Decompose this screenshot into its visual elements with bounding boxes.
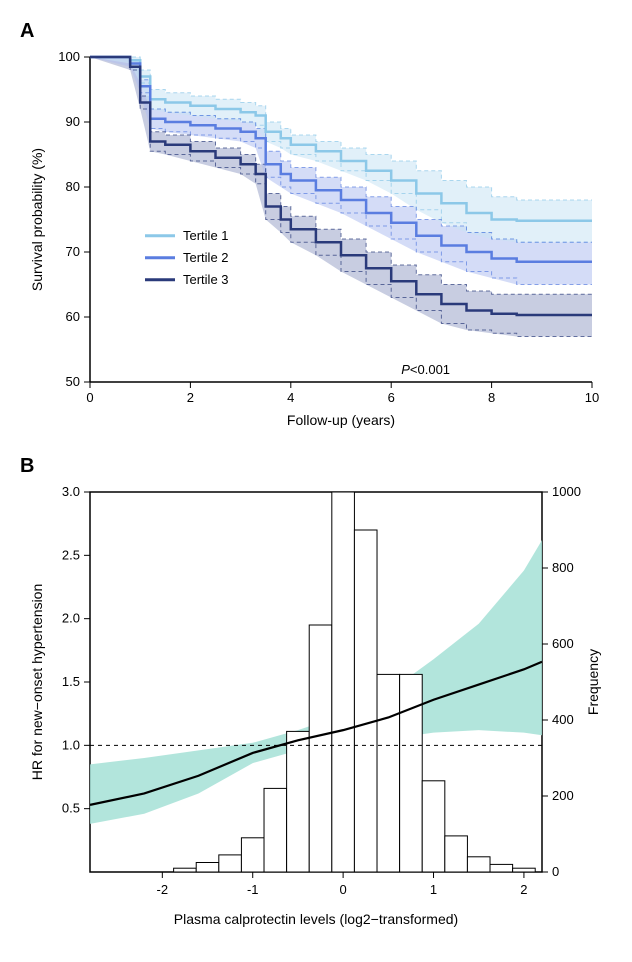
panel-a: A 0 2 4 6 8 10 50 60 70 80 90 100 Follow-up (years) S… [20,20,612,437]
svg-text:0: 0 [86,390,93,405]
svg-text:600: 600 [552,636,574,651]
svg-text:HR for new−onset hypertension: HR for new−onset hypertension [29,584,45,781]
svg-text:Tertile 1: Tertile 1 [183,228,229,243]
svg-text:2: 2 [187,390,194,405]
svg-text:2.0: 2.0 [62,611,80,626]
svg-text:80: 80 [66,179,80,194]
panel-a-label: A [20,20,612,43]
svg-text:90: 90 [66,114,80,129]
svg-text:0.5: 0.5 [62,801,80,816]
svg-text:0: 0 [340,882,347,897]
svg-text:200: 200 [552,788,574,803]
svg-text:60: 60 [66,309,80,324]
svg-text:Follow-up (years): Follow-up (years) [287,412,395,428]
svg-text:Survival probability (%): Survival probability (%) [29,148,45,291]
survival-chart: 0 2 4 6 8 10 50 60 70 80 90 100 Follow-up (years) Sur… [20,47,612,437]
svg-text:Tertile 3: Tertile 3 [183,272,229,287]
svg-text:2.5: 2.5 [62,547,80,562]
svg-text:Tertile 2: Tertile 2 [183,250,229,265]
svg-text:8: 8 [488,390,495,405]
svg-text:1.5: 1.5 [62,674,80,689]
hr-histogram-chart: -2 -1 0 1 2 0.5 1.0 1.5 2.0 2.5 3.0 0 200 400 600 800 10… [20,482,612,942]
svg-text:50: 50 [66,374,80,389]
svg-text:4: 4 [287,390,294,405]
svg-text:100: 100 [58,49,80,64]
svg-text:1: 1 [430,882,437,897]
svg-text:1000: 1000 [552,484,581,499]
svg-text:800: 800 [552,560,574,575]
svg-text:70: 70 [66,244,80,259]
svg-text:1.0: 1.0 [62,737,80,752]
svg-text:6: 6 [388,390,395,405]
svg-text:400: 400 [552,712,574,727]
svg-text:3.0: 3.0 [62,484,80,499]
svg-text:0: 0 [552,864,559,879]
svg-text:-2: -2 [157,882,169,897]
svg-text:10: 10 [585,390,599,405]
panel-b-label: B [20,455,612,478]
svg-text:P<0.001: P<0.001 [401,362,450,377]
svg-text:Frequency: Frequency [585,649,601,715]
svg-text:2: 2 [520,882,527,897]
svg-text:Plasma calprotectin levels (lo: Plasma calprotectin levels (log2−transfo… [174,911,458,927]
svg-text:-1: -1 [247,882,259,897]
panel-b: B -2 -1 0 1 2 0.5 1.0 1.5 2.0 2.5 3.0 0 200 400 600 800… [20,455,612,942]
